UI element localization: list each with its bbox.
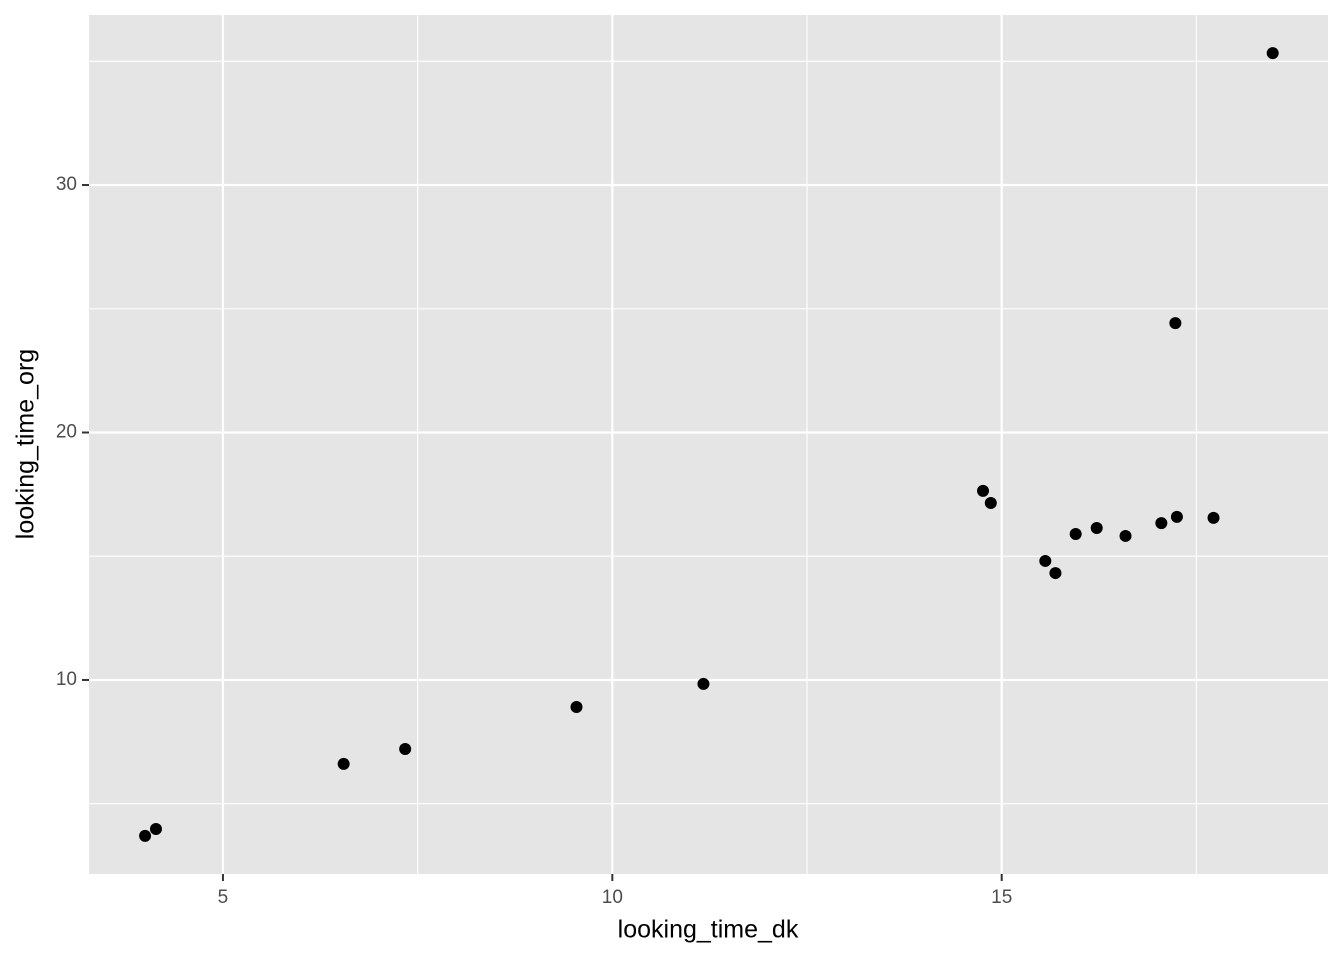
point <box>977 484 990 497</box>
point <box>139 829 152 842</box>
points <box>139 47 1279 842</box>
y-axis-title: looking_time_org <box>12 349 40 539</box>
point <box>399 743 412 756</box>
point <box>1207 511 1220 524</box>
x-tick-label: 15 <box>991 887 1012 908</box>
panel <box>89 15 1328 874</box>
point <box>1119 529 1132 542</box>
y-tick-label: 20 <box>56 422 77 443</box>
point <box>984 497 997 510</box>
point <box>1169 317 1182 330</box>
point <box>1090 522 1103 535</box>
point <box>1039 554 1052 567</box>
point <box>149 822 162 835</box>
point <box>1049 567 1062 580</box>
x-tick-label: 10 <box>602 887 623 908</box>
y-tick-label: 10 <box>56 669 77 690</box>
y-tick-label: 30 <box>56 174 77 195</box>
point <box>1170 510 1183 523</box>
point <box>1155 517 1168 530</box>
x-axis-title: looking_time_dk <box>618 916 799 944</box>
point <box>337 757 350 770</box>
point <box>1069 527 1082 540</box>
point <box>570 700 583 713</box>
x-tick-label: 5 <box>218 887 229 908</box>
point <box>697 677 710 690</box>
grid <box>89 15 1328 874</box>
point <box>1266 47 1279 60</box>
